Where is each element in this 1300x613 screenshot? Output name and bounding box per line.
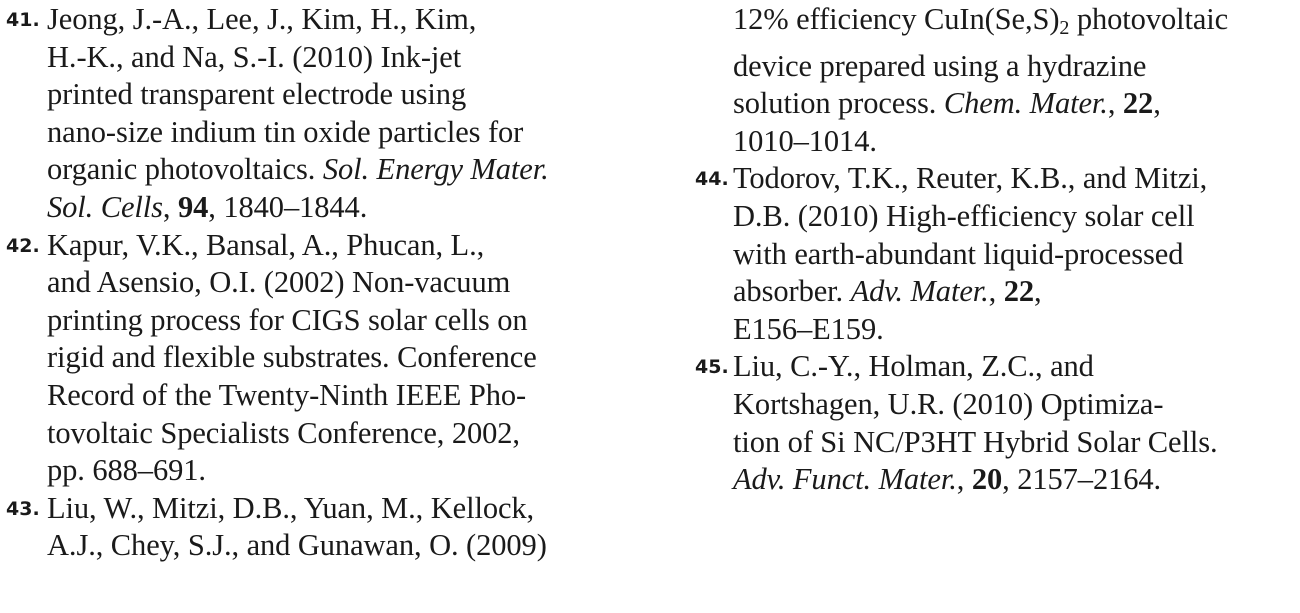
journal-name: Chem. Mater. [943,86,1108,121]
reference-text: Kortshagen, U.R. (2010) Optimiza- [733,386,1164,421]
reference-text: 1010–1014. [733,123,877,158]
reference-text: Liu, W., Mitzi, D.B., Yuan, M., Kellock, [47,490,535,525]
reference-line: H.-K., and Na, S.-I. (2010) Ink-jet [0,39,650,77]
reference-text: and Asensio, O.I. (2002) Non-vacuum [47,265,511,300]
reference-line: Jeong, J.-A., Lee, J., Kim, H., Kim, [0,1,650,39]
reference-text: with earth-abundant liquid-processed [733,236,1184,271]
journal-name: Sol. Cells [47,189,163,224]
reference-text: H.-K., and Na, S.-I. (2010) Ink-jet [47,39,462,74]
reference-line: A.J., Chey, S.J., and Gunawan, O. (2009) [0,527,650,565]
reference-text: absorber. [733,274,851,309]
reference-text: nano-size indium tin oxide particles for [47,114,524,149]
reference-line: Kapur, V.K., Bansal, A., Phucan, L., [0,227,650,265]
reference-number: 44. [695,168,729,191]
reference-line: printed transparent electrode using [0,76,650,114]
reference-line: device prepared using a hydrazine [650,48,1300,86]
reference-line: organic photovoltaics. Sol. Energy Mater… [0,151,650,189]
reference-column-right: 12% efficiency CuIn(Se,S)2 photovoltaic d… [650,1,1300,499]
reference-text: Record of the Twenty-Ninth IEEE Pho- [47,377,527,412]
volume-number: 22 [1122,86,1154,121]
reference-line: solution process. Chem. Mater., 22, [650,85,1300,123]
reference-line: D.B. (2010) High-efficiency solar cell [650,198,1300,236]
reference-line: absorber. Adv. Mater., 22, [650,273,1300,311]
journal-name: Adv. Funct. Mater. [733,462,957,497]
volume-number: 22 [1003,274,1035,309]
reference-entry: 41. Jeong, J.-A., Lee, J., Kim, H., Kim, H… [0,1,650,227]
reference-line: pp. 688–691. [0,452,650,490]
reference-text: printed transparent electrode using [47,77,467,112]
journal-name: Adv. Mater. [850,274,989,309]
reference-entry: 12% efficiency CuIn(Se,S)2 photovoltaic d… [650,1,1300,160]
reference-line: printing process for CIGS solar cells on [0,302,650,340]
reference-entry: 42. Kapur, V.K., Bansal, A., Phucan, L., a… [0,227,650,490]
reference-line: with earth-abundant liquid-processed [650,236,1300,274]
reference-text: Liu, C.-Y., Holman, Z.C., and [733,349,1094,384]
reference-entry: 43. Liu, W., Mitzi, D.B., Yuan, M., Kello… [0,490,650,565]
reference-text: tion of Si NC/P3HT Hybrid Solar Cells. [733,424,1218,459]
subscript: 2 [1059,17,1070,39]
reference-text: , [956,462,972,497]
reference-text: , 1840–1844. [208,189,368,224]
reference-text: printing process for CIGS solar cells on [47,302,528,337]
reference-text: D.B. (2010) High-efficiency solar cell [733,198,1195,233]
reference-text: device prepared using a hydrazine [733,48,1147,83]
volume-number: 20 [971,462,1003,497]
reference-text: , [1107,86,1123,121]
reference-line: Sol. Cells, 94, 1840–1844. [0,189,650,227]
reference-text: photovoltaic [1069,2,1229,36]
reference-text: , 2157–2164. [1002,462,1162,497]
reference-line: E156–E159. [650,311,1300,349]
reference-line: Todorov, T.K., Reuter, K.B., and Mitzi, [650,160,1300,198]
reference-text: , [988,274,1004,309]
reference-column-left: 41. Jeong, J.-A., Lee, J., Kim, H., Kim, H… [0,1,650,565]
reference-line: tovoltaic Specialists Conference, 2002, [0,415,650,453]
reference-text: Kapur, V.K., Bansal, A., Phucan, L., [47,227,485,262]
reference-text: pp. 688–691. [47,453,206,488]
reference-text: A.J., Chey, S.J., and Gunawan, O. (2009) [47,528,547,563]
reference-number: 43. [6,497,40,520]
reference-text: solution process. [733,86,944,121]
reference-text: , [1153,86,1161,121]
reference-text: rigid and flexible substrates. Conferenc… [47,340,537,375]
reference-line: nano-size indium tin oxide particles for [0,114,650,152]
reference-line: Adv. Funct. Mater., 20, 2157–2164. [650,461,1300,499]
reference-text: E156–E159. [733,311,884,346]
reference-line: Record of the Twenty-Ninth IEEE Pho- [0,377,650,415]
reference-line: rigid and flexible substrates. Conferenc… [0,339,650,377]
reference-text: Jeong, J.-A., Lee, J., Kim, H., Kim, [47,2,477,36]
reference-entry: 44. Todorov, T.K., Reuter, K.B., and Mitz… [650,160,1300,348]
reference-number: 41. [6,9,40,31]
volume-number: 94 [177,189,209,224]
reference-text: , [162,189,178,224]
reference-line: Liu, C.-Y., Holman, Z.C., and [650,348,1300,386]
reference-text: 12% efficiency CuIn(Se,S) [733,2,1060,36]
journal-name: Sol. Energy Mater. [322,152,549,187]
reference-line: 1010–1014. [650,123,1300,161]
reference-line: 12% efficiency CuIn(Se,S)2 photovoltaic [650,1,1300,48]
reference-entry: 45. Liu, C.-Y., Holman, Z.C., and Kortshag… [650,348,1300,498]
reference-text: Todorov, T.K., Reuter, K.B., and Mitzi, [733,161,1208,196]
reference-line: Liu, W., Mitzi, D.B., Yuan, M., Kellock, [0,490,650,528]
reference-text: , [1034,274,1042,309]
reference-line: tion of Si NC/P3HT Hybrid Solar Cells. [650,424,1300,462]
reference-line: Kortshagen, U.R. (2010) Optimiza- [650,386,1300,424]
reference-number: 45. [695,356,729,379]
reference-text: organic photovoltaics. [47,152,323,187]
reference-line: and Asensio, O.I. (2002) Non-vacuum [0,264,650,302]
reference-text: tovoltaic Specialists Conference, 2002, [47,415,520,450]
reference-number: 42. [6,234,40,257]
